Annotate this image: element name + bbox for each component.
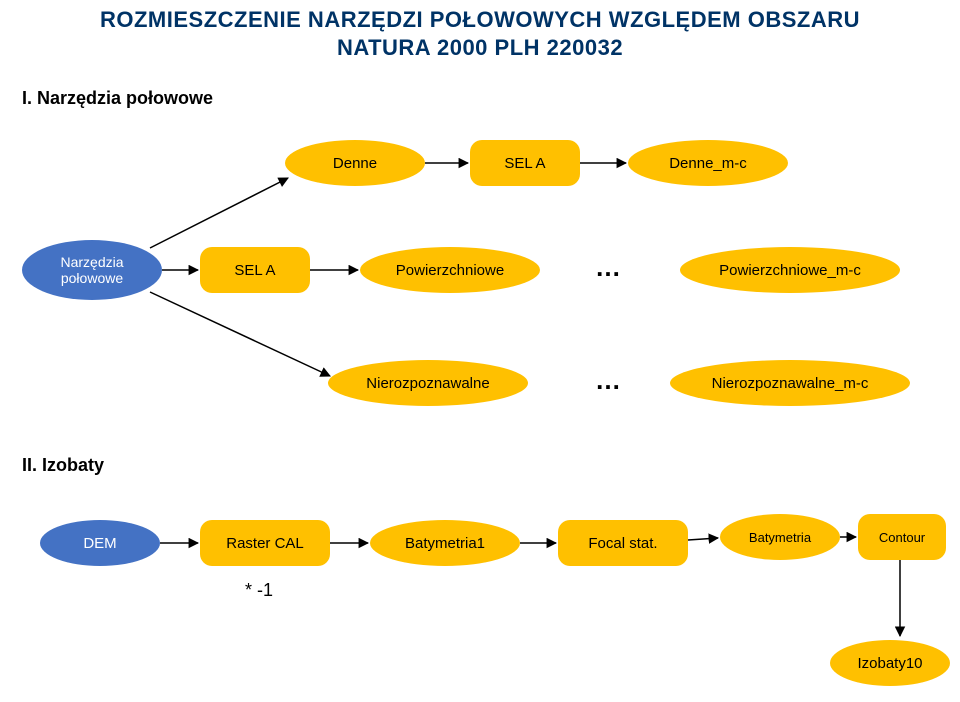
node-powierzchniowe-mc: Powierzchniowe_m-c (680, 247, 900, 293)
section-2-heading: II. Izobaty (22, 455, 104, 476)
node-batymetria: Batymetria (720, 514, 840, 560)
node-narzedzia: Narzędzia połowowe (22, 240, 162, 300)
node-raster-cal: Raster CAL (200, 520, 330, 566)
section-1-heading: I. Narzędzia połowowe (22, 88, 213, 109)
node-denne-mc: Denne_m-c (628, 140, 788, 186)
title-line2: NATURA 2000 PLH 220032 (337, 35, 623, 60)
ellipsis-row3: … (595, 365, 621, 396)
note-star-minus1: * -1 (245, 580, 273, 601)
node-batymetria1: Batymetria1 (370, 520, 520, 566)
node-izobaty10: Izobaty10 (830, 640, 950, 686)
node-denne: Denne (285, 140, 425, 186)
node-contour: Contour (858, 514, 946, 560)
page-title: ROZMIESZCZENIE NARZĘDZI POŁOWOWYCH WZGLĘ… (0, 6, 960, 61)
diagram-stage: ROZMIESZCZENIE NARZĘDZI POŁOWOWYCH WZGLĘ… (0, 0, 960, 702)
title-line1: ROZMIESZCZENIE NARZĘDZI POŁOWOWYCH WZGLĘ… (100, 7, 860, 32)
node-nierozpoznawalne: Nierozpoznawalne (328, 360, 528, 406)
node-dem: DEM (40, 520, 160, 566)
node-powierzchniowe: Powierzchniowe (360, 247, 540, 293)
node-focal-stat: Focal stat. (558, 520, 688, 566)
node-nierozpoznawalne-mc: Nierozpoznawalne_m-c (670, 360, 910, 406)
ellipsis-row2: … (595, 252, 621, 283)
node-sela-top: SEL A (470, 140, 580, 186)
node-sela-mid: SEL A (200, 247, 310, 293)
